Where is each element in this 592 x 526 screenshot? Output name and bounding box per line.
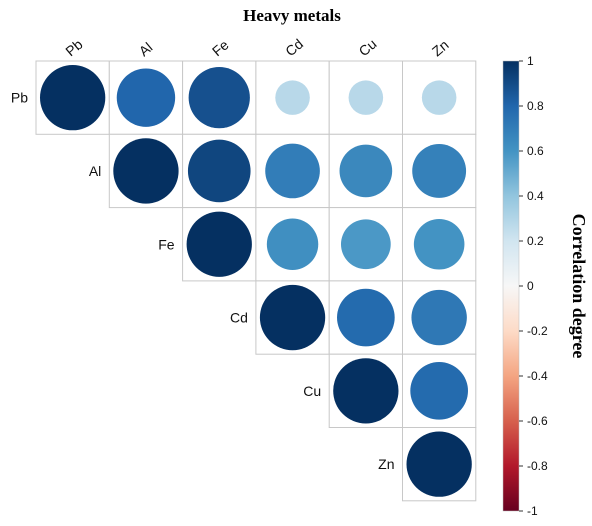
corr-circle-al-zn [412, 144, 467, 198]
corr-circle-cd-zn [411, 289, 467, 346]
row-label-fe: Fe [158, 236, 175, 252]
corr-circle-cu-zn [410, 362, 468, 420]
row-label-pb: Pb [11, 90, 28, 106]
row-label-al: Al [89, 163, 101, 179]
colorbar-title: Correlation degree [569, 214, 589, 359]
colorbar-ticks: 1 0.8 0.6 0.4 0.2 0 -0.2 -0.4 -0.6 -0.8 -1 [519, 54, 548, 518]
correlation-cells [35, 60, 477, 502]
corr-circle-cd-cu [337, 288, 395, 347]
corr-circle-pb-fe [188, 67, 250, 129]
corr-circle-pb-zn [421, 80, 457, 115]
column-label-zn: Zn [429, 37, 452, 60]
corr-circle-al-cd [265, 143, 320, 199]
colorbar-tick-label: 0.4 [527, 189, 544, 203]
column-label-al: Al [136, 39, 156, 59]
row-label-cd: Cd [230, 310, 248, 326]
colorbar-tick-label: -0.2 [527, 324, 548, 338]
corr-circle-fe-cu [340, 219, 391, 270]
corr-circle-fe-fe [186, 211, 252, 277]
chart-title: Heavy metals [243, 6, 341, 25]
colorbar-tick-label: 0 [527, 279, 534, 293]
corr-circle-pb-pb [40, 65, 106, 131]
row-label-zn: Zn [378, 456, 394, 472]
corr-circle-fe-cd [266, 218, 319, 270]
corr-circle-al-fe [187, 139, 251, 203]
colorbar-tick-label: -0.4 [527, 369, 548, 383]
colorbar-tick-label: 0.2 [527, 234, 544, 248]
row-label-cu: Cu [303, 383, 321, 399]
corr-circle-al-al [113, 138, 179, 204]
corr-circle-pb-cd [275, 80, 310, 115]
corr-circle-cu-cu [333, 358, 399, 424]
column-label-cd: Cd [282, 36, 306, 60]
corr-circle-zn-zn [406, 431, 472, 497]
colorbar-tick-label: 1 [527, 54, 534, 68]
column-label-cu: Cu [355, 36, 379, 60]
colorbar-tick-label: 0.6 [527, 144, 544, 158]
corr-circle-pb-al [116, 68, 176, 127]
colorbar-tick-label: -0.8 [527, 459, 548, 473]
colorbar: 1 0.8 0.6 0.4 0.2 0 -0.2 -0.4 -0.6 -0.8 -1 [502, 54, 548, 518]
corr-circle-cd-cd [259, 284, 326, 351]
corr-circle-fe-zn [413, 218, 465, 270]
corr-circle-al-cu [339, 144, 393, 198]
colorbar-tick-label: -1 [527, 504, 538, 518]
colorbar-tick-label: -0.6 [527, 414, 548, 428]
column-label-pb: Pb [62, 36, 86, 59]
corr-circle-pb-cu [348, 80, 384, 115]
colorbar-gradient [502, 60, 520, 512]
colorbar-tick-label: 0.8 [527, 99, 544, 113]
column-label-fe: Fe [209, 36, 232, 59]
